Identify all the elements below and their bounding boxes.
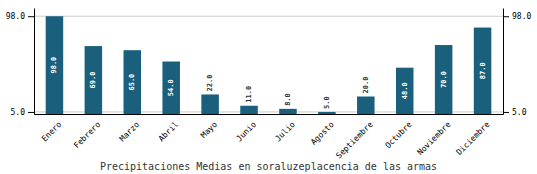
plot: 5.0 98.0 5.0 98.0 Enero Febrero Marzo Abril Mayo… (6, 9, 532, 161)
data-label: 8.0 (284, 93, 292, 106)
bar (435, 45, 453, 114)
data-label: 5.0 (323, 96, 331, 109)
x-tick-label: Agosto (309, 120, 336, 147)
bar (396, 68, 414, 114)
x-tick: Agosto (309, 120, 336, 147)
bars (46, 16, 492, 114)
y2-tick: 98.0 (503, 12, 531, 21)
data-label: 70.0 (440, 71, 448, 88)
x-tick: Marzo (118, 120, 142, 144)
x-axis: Enero Febrero Marzo Abril Mayo Junio Julio Agos… (35, 115, 504, 161)
x-tick: Enero (40, 120, 64, 144)
y2-tick-label: 5.0 (512, 108, 527, 117)
x-tick: Febrero (72, 120, 102, 150)
x-tick-label: Diciembre (454, 120, 491, 157)
x-tick: Octubre (383, 120, 413, 150)
x-tick: Diciembre (454, 120, 491, 157)
y2-tick: 5.0 (503, 108, 527, 117)
x-tick: Noviembre (416, 120, 453, 157)
x-tick-label: Marzo (118, 120, 142, 144)
data-label: 65.0 (128, 74, 136, 91)
x-tick-label: Febrero (72, 120, 102, 150)
bar (318, 112, 336, 114)
x-tick: Mayo (199, 120, 219, 140)
x-tick-label: Junio (235, 120, 259, 144)
bar (357, 97, 375, 114)
y-axis: 5.0 98.0 (6, 9, 35, 118)
bar (201, 94, 219, 114)
y-tick-mark (28, 112, 34, 113)
y-tick: 5.0 (11, 108, 34, 117)
grid-line (34, 16, 503, 17)
chart: 5.0 98.0 5.0 98.0 Enero Febrero Marzo Abril Mayo… (0, 0, 537, 174)
x-axis-line (35, 114, 504, 115)
y-tick-label: 5.0 (11, 108, 26, 117)
bar (124, 50, 142, 114)
y2-tick-label: 98.0 (512, 12, 531, 21)
data-label: 48.0 (401, 82, 409, 99)
bar (474, 28, 492, 114)
x-tick: Julio (273, 120, 297, 144)
data-labels: 98.0 69.0 65.0 54.0 22.0 11.0 8.0 5.0 20.0 48.0 70… (50, 57, 486, 109)
data-label: 98.0 (50, 57, 58, 74)
x-tick: Septiembre (334, 120, 375, 161)
y-axis-line (34, 9, 35, 115)
data-label: 69.0 (89, 72, 97, 89)
x-tick-label: Enero (40, 120, 64, 144)
y2-axis: 5.0 98.0 (503, 9, 531, 118)
y-tick-label: 98.0 (6, 12, 25, 21)
y2-tick-mark (503, 16, 509, 17)
bar (279, 109, 297, 114)
x-tick-label: Mayo (199, 120, 219, 140)
bar (85, 46, 103, 114)
x-tick-label: Julio (273, 120, 297, 144)
bar (162, 62, 180, 114)
x-tick-label: Septiembre (334, 120, 375, 161)
x-tick: Junio (235, 120, 259, 144)
data-label: 11.0 (245, 86, 253, 103)
x-tick: Abril (157, 120, 181, 144)
y2-axis-line (503, 9, 504, 115)
y-tick: 98.0 (6, 12, 34, 21)
x-tick-label: Abril (157, 120, 181, 144)
grid (34, 16, 503, 112)
x-tick-label: Octubre (383, 120, 413, 150)
bar (240, 106, 258, 114)
bar (46, 16, 64, 114)
data-label: 87.0 (479, 62, 487, 79)
x-tick-label: Noviembre (416, 120, 453, 157)
y-tick-mark (28, 16, 34, 17)
data-label: 20.0 (362, 77, 370, 94)
y2-tick-mark (503, 112, 509, 113)
title: Precipitaciones Medias en soraluzeplacen… (100, 161, 437, 172)
grid-line (34, 111, 503, 112)
data-label: 22.0 (206, 75, 214, 92)
data-label: 54.0 (167, 79, 175, 96)
